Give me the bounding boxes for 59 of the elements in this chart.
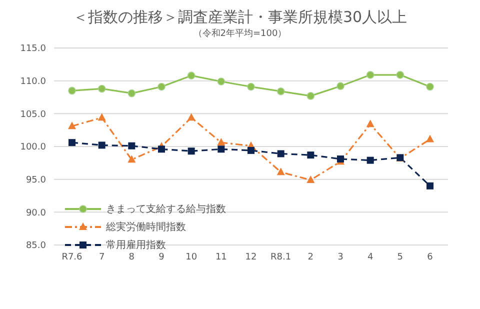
- x-tick-label: R7.6: [62, 252, 83, 262]
- y-tick-label: 110.0: [20, 77, 46, 88]
- point: [366, 156, 374, 164]
- point: [248, 146, 254, 154]
- point: [426, 134, 434, 142]
- point: [98, 113, 106, 121]
- x-tick-label: 12: [245, 252, 257, 262]
- x-tick-label: 9: [158, 252, 165, 262]
- point: [277, 150, 284, 158]
- x-tick-label: 4: [367, 252, 374, 262]
- y-tick-label: 105.0: [20, 110, 46, 120]
- point: [307, 152, 314, 159]
- y-tick-label: 115.0: [20, 44, 46, 54]
- point: [426, 82, 434, 91]
- x-tick-label: 2: [308, 252, 314, 262]
- x-tick-label: 5: [397, 252, 404, 262]
- chart-title: ＜指数の推移＞調査産業計・事業所規模30人以上: [72, 8, 408, 27]
- point: [306, 175, 315, 183]
- point: [306, 92, 315, 100]
- point: [337, 155, 344, 162]
- legend-label: きまって支給する給与指数: [106, 202, 226, 216]
- point: [276, 87, 285, 96]
- point: [188, 148, 195, 155]
- point: [217, 78, 226, 86]
- point: [217, 138, 226, 146]
- point: [128, 155, 136, 163]
- point: [218, 146, 225, 153]
- point: [187, 113, 196, 121]
- point: [396, 71, 404, 79]
- x-tick-label: 11: [215, 252, 227, 262]
- x-tick-label: 7: [98, 252, 105, 262]
- x-tick-label: R8.1: [270, 252, 292, 262]
- point: [336, 82, 344, 90]
- point: [128, 142, 136, 150]
- legend-label: 総実労働時間指数: [106, 220, 186, 234]
- point: [68, 139, 76, 146]
- chart-subtitle: （令和2年平均=100）: [192, 28, 288, 40]
- x-tick-label: 3: [338, 252, 344, 262]
- point: [426, 182, 434, 190]
- point: [128, 89, 136, 98]
- point: [187, 72, 196, 80]
- point: [98, 84, 106, 93]
- point: [68, 122, 76, 130]
- point: [98, 142, 106, 149]
- point: [158, 82, 166, 91]
- y-tick-label: 90.0: [26, 208, 46, 218]
- point: [276, 168, 285, 176]
- point: [366, 71, 374, 79]
- point: [68, 86, 76, 95]
- point: [247, 82, 255, 91]
- legend-label: 常用雇用指数: [106, 238, 166, 252]
- point: [366, 120, 374, 128]
- x-tick-label: 6: [427, 252, 434, 262]
- y-tick-label: 85.0: [26, 241, 46, 252]
- point: [158, 146, 165, 153]
- x-tick-label: 10: [186, 252, 198, 262]
- y-tick-label: 95.0: [26, 176, 46, 186]
- x-tick-label: 8: [128, 252, 135, 262]
- y-tick-label: 100.0: [20, 142, 46, 153]
